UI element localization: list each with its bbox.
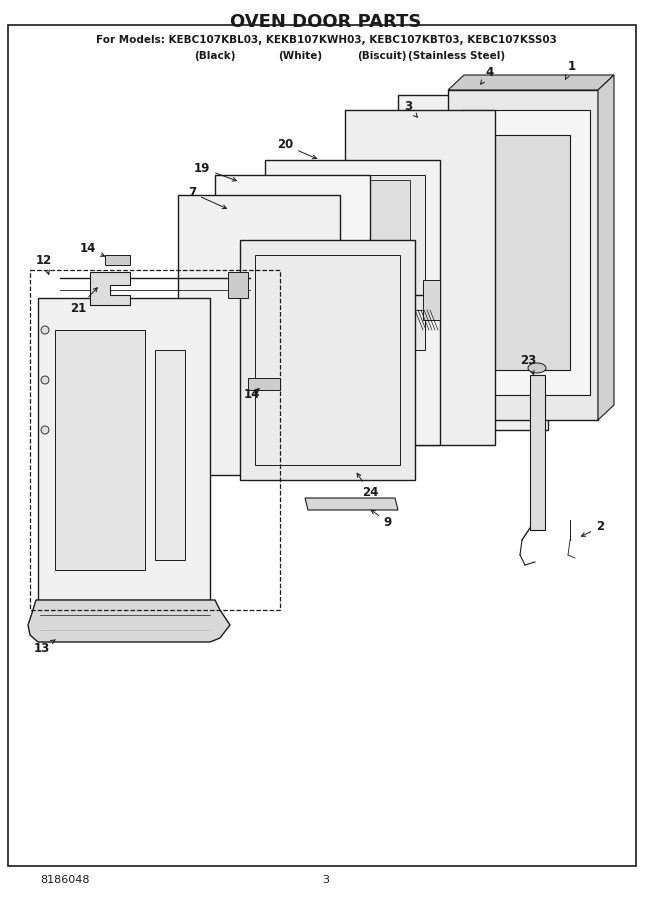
Text: 14: 14: [244, 389, 260, 401]
Text: 9: 9: [371, 510, 392, 528]
Circle shape: [41, 426, 49, 434]
Polygon shape: [530, 375, 545, 530]
Text: 13: 13: [34, 640, 55, 654]
Polygon shape: [423, 280, 440, 320]
Polygon shape: [265, 160, 440, 445]
Text: 19: 19: [194, 161, 237, 181]
Polygon shape: [482, 135, 570, 370]
Text: 1: 1: [565, 60, 576, 79]
Text: (Biscuit): (Biscuit): [357, 51, 406, 61]
Polygon shape: [340, 400, 400, 435]
Polygon shape: [295, 180, 410, 260]
Polygon shape: [240, 240, 415, 480]
Text: 21: 21: [70, 288, 97, 314]
Text: 4: 4: [481, 66, 494, 84]
Text: 20: 20: [277, 139, 316, 158]
Polygon shape: [462, 110, 590, 395]
Polygon shape: [398, 95, 548, 430]
Text: 24: 24: [357, 473, 378, 500]
Polygon shape: [345, 110, 495, 445]
Polygon shape: [598, 75, 614, 420]
Text: 3: 3: [323, 875, 329, 885]
Polygon shape: [38, 298, 210, 600]
Text: (Black): (Black): [194, 51, 236, 61]
Text: 23: 23: [520, 354, 536, 374]
Polygon shape: [448, 90, 598, 420]
Polygon shape: [105, 255, 130, 265]
Polygon shape: [228, 272, 248, 298]
Polygon shape: [155, 350, 185, 560]
Text: For Models: KEBC107KBL03, KEKB107KWH03, KEBC107KBT03, KEBC107KSS03: For Models: KEBC107KBL03, KEKB107KWH03, …: [96, 35, 556, 45]
Polygon shape: [90, 272, 130, 305]
Text: (White): (White): [278, 51, 322, 61]
Text: 7: 7: [188, 186, 226, 209]
Polygon shape: [280, 175, 425, 350]
Polygon shape: [248, 378, 280, 390]
Polygon shape: [55, 330, 145, 570]
Text: 2: 2: [582, 520, 604, 536]
Polygon shape: [448, 75, 614, 90]
Text: 3: 3: [404, 101, 417, 117]
Text: 8186048: 8186048: [40, 875, 89, 885]
Text: 14: 14: [80, 241, 104, 256]
Polygon shape: [305, 498, 398, 510]
Circle shape: [41, 326, 49, 334]
Polygon shape: [28, 600, 230, 642]
Circle shape: [41, 376, 49, 384]
Ellipse shape: [528, 363, 546, 373]
Polygon shape: [178, 195, 340, 475]
Polygon shape: [215, 175, 370, 455]
Text: (Stainless Steel): (Stainless Steel): [408, 51, 505, 61]
Text: 12: 12: [36, 254, 52, 274]
Text: OVEN DOOR PARTS: OVEN DOOR PARTS: [230, 13, 422, 31]
